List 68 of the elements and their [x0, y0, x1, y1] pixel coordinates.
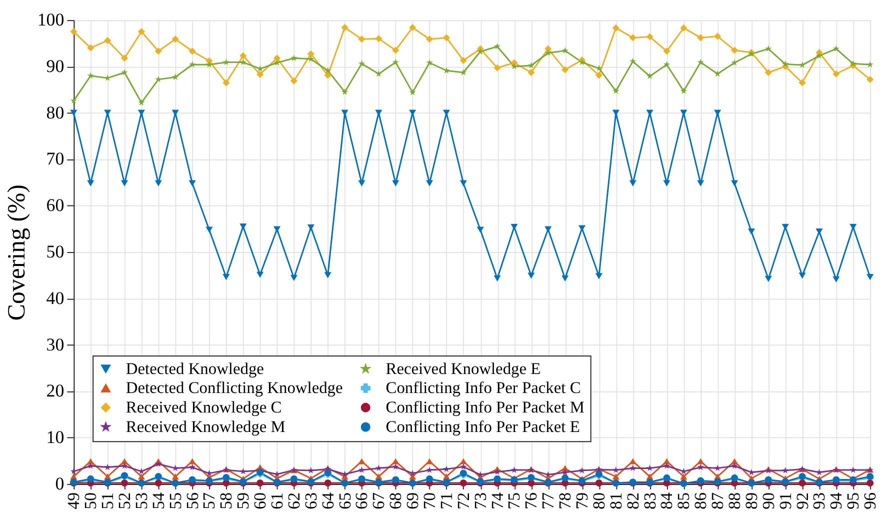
x-tick-label: 58 [216, 492, 236, 510]
x-tick-label: 81 [606, 492, 626, 510]
x-tick-label: 66 [352, 492, 372, 510]
x-tick-label: 93 [810, 492, 829, 510]
x-tick-label: 87 [708, 492, 728, 510]
legend-label: Conflicting Info Per Packet M [386, 398, 585, 417]
y-tick-label: 50 [46, 241, 64, 262]
x-tick-label: 89 [742, 492, 761, 510]
y-tick-label: 20 [46, 380, 64, 401]
x-tick-label: 56 [182, 492, 202, 510]
x-tick-label: 51 [98, 492, 118, 510]
x-tick-label: 54 [148, 492, 168, 510]
x-tick-label: 72 [454, 492, 473, 510]
x-tick-label: 57 [200, 492, 219, 510]
x-tick-label: 79 [572, 492, 592, 510]
x-tick-label: 53 [132, 492, 151, 510]
x-tick-label: 67 [369, 492, 388, 510]
x-tick-label: 82 [623, 492, 642, 510]
x-tick-label: 75 [504, 492, 524, 510]
x-tick-label: 85 [674, 492, 694, 510]
y-axis-title: Covering (%) [3, 184, 30, 321]
x-tick-label: 65 [335, 492, 354, 510]
y-tick-label: 70 [46, 148, 64, 169]
x-tick-label: 80 [589, 492, 608, 510]
x-tick-label: 60 [250, 492, 270, 510]
legend-label: Detected Conflicting Knowledge [126, 378, 343, 398]
x-tick-label: 84 [657, 492, 676, 510]
x-tick-label: 83 [640, 492, 660, 510]
x-tick-label: 94 [826, 492, 846, 510]
x-tick-label: 86 [691, 492, 710, 510]
x-tick-label: 59 [234, 492, 253, 510]
y-tick-label: 60 [46, 195, 64, 216]
y-tick-label: 0 [55, 473, 64, 494]
x-tick-label: 64 [318, 492, 338, 510]
x-tick-label: 55 [166, 492, 185, 510]
x-tick-label: 52 [114, 492, 134, 510]
x-tick-label: 69 [403, 492, 422, 510]
y-tick-label: 40 [46, 288, 64, 308]
x-tick-label: 70 [420, 492, 439, 510]
x-tick-label: 95 [844, 492, 863, 510]
legend-label: Detected Knowledge [126, 358, 264, 378]
x-tick-label: 90 [758, 492, 778, 510]
x-tick-label: 76 [522, 492, 541, 510]
x-tick-label: 92 [792, 492, 812, 510]
y-tick-label: 80 [46, 102, 64, 122]
legend-label: Conflicting Info Per Packet E [386, 416, 580, 436]
y-tick-label: 90 [46, 56, 64, 76]
x-tick-label: 88 [724, 492, 744, 510]
x-tick-label: 63 [301, 492, 320, 510]
x-tick-label: 49 [64, 492, 84, 510]
x-tick-label: 78 [556, 492, 575, 510]
y-tick-label: 100 [37, 10, 64, 30]
legend-label: Received Knowledge C [126, 398, 282, 417]
x-tick-label: 73 [470, 492, 490, 510]
x-tick-label: 68 [386, 492, 406, 510]
x-tick-label: 61 [267, 492, 286, 510]
legend-label: Conflicting Info Per Packet C [386, 378, 581, 398]
x-tick-label: 77 [538, 492, 558, 510]
x-tick-label: 91 [776, 492, 795, 510]
y-tick-label: 30 [46, 334, 64, 354]
x-tick-label: 62 [284, 492, 304, 510]
legend-label: Received Knowledge M [126, 416, 286, 436]
legend-label: Received Knowledge E [386, 358, 541, 378]
x-tick-label: 50 [81, 492, 100, 510]
x-tick-label: 71 [436, 492, 456, 510]
x-tick-label: 74 [488, 492, 507, 510]
y-tick-label: 10 [46, 427, 64, 448]
x-tick-label: 96 [860, 492, 880, 510]
